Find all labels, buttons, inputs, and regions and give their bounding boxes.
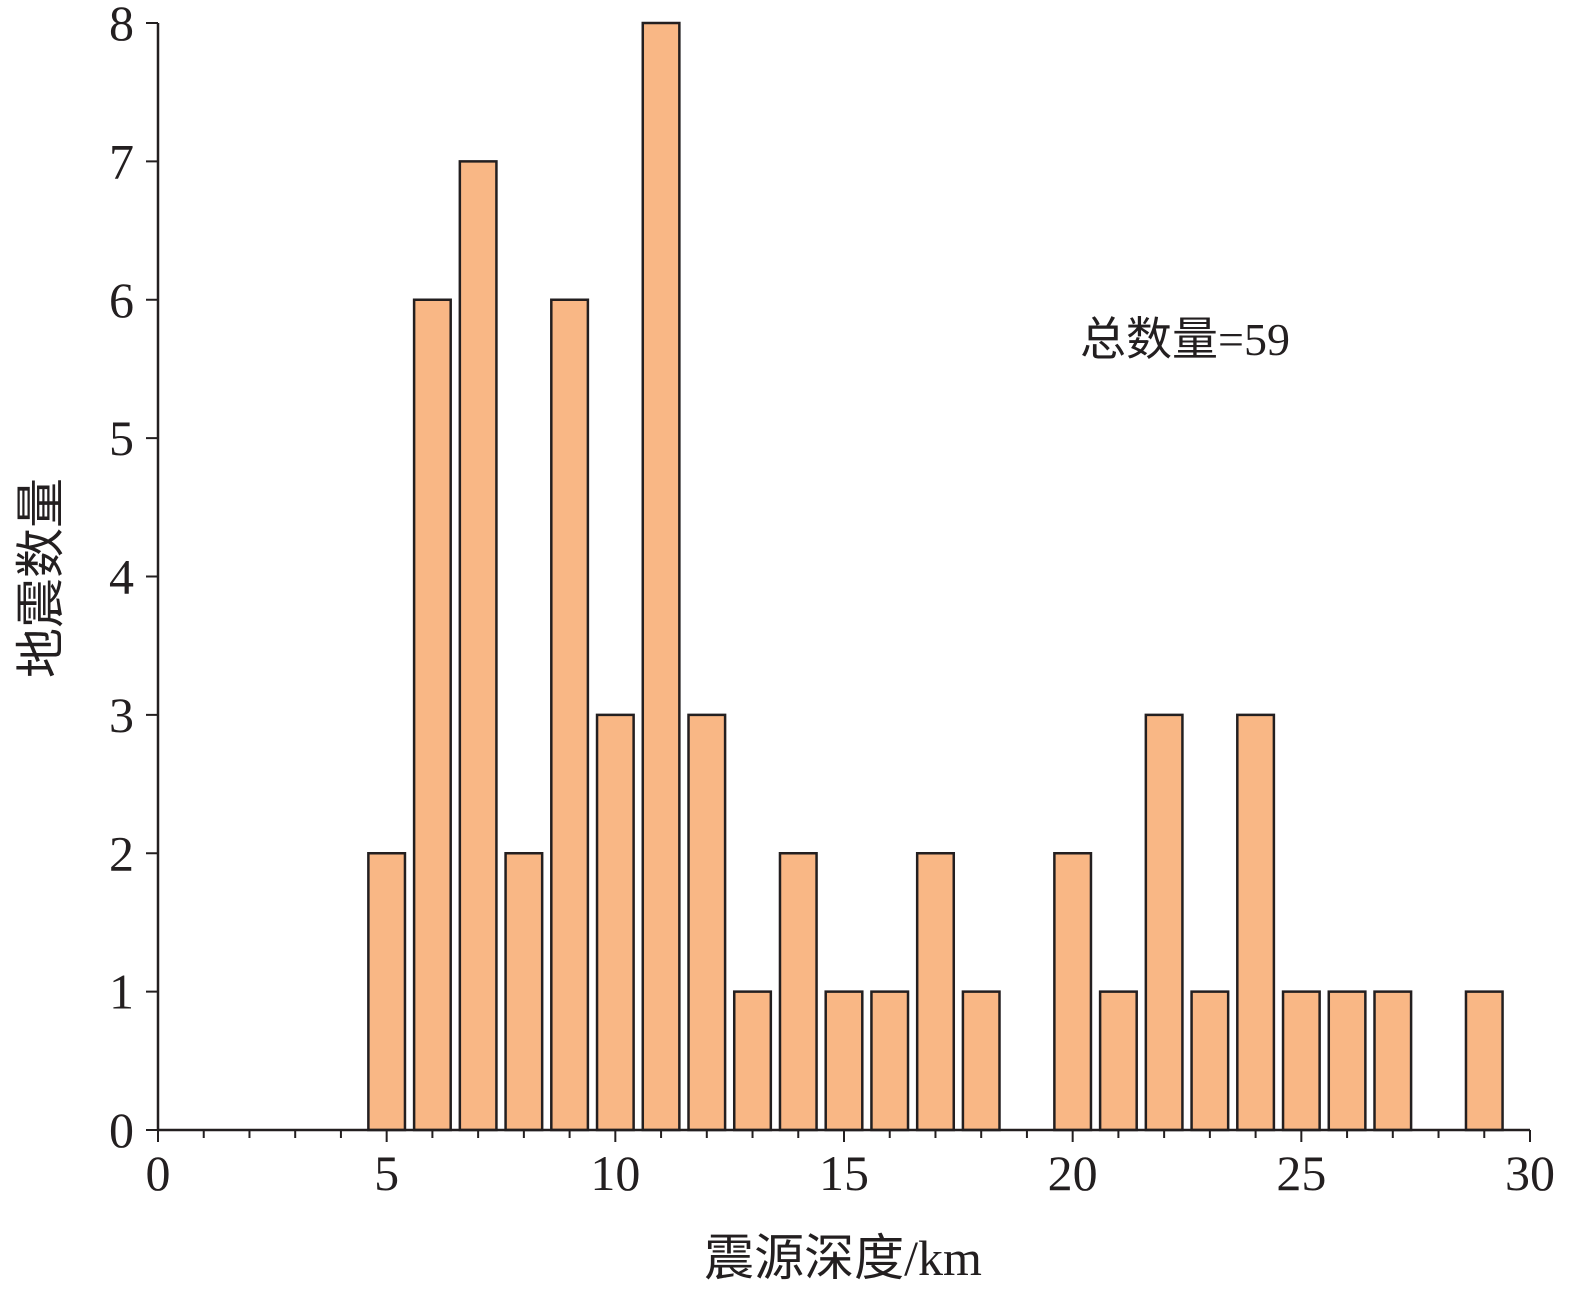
bar-depth-6 xyxy=(412,298,452,1132)
y-tick-label-0: 0 xyxy=(109,1102,134,1158)
bar-depth-29 xyxy=(1464,990,1504,1132)
bar-depth-13 xyxy=(732,990,773,1132)
y-tick-label-3: 3 xyxy=(109,687,134,743)
x-tick-label-5: 5 xyxy=(374,1145,399,1201)
y-tick-label-1: 1 xyxy=(109,964,134,1020)
x-tick-label-10: 10 xyxy=(590,1145,640,1201)
bar-depth-5 xyxy=(367,852,407,1132)
y-tick-label-5: 5 xyxy=(109,410,134,466)
bar-depth-21 xyxy=(1098,990,1138,1132)
bar-depth-26 xyxy=(1327,990,1367,1132)
bar-depth-20 xyxy=(1053,852,1093,1132)
bar-depth-9 xyxy=(550,298,590,1132)
bar-depth-8 xyxy=(504,852,544,1132)
bar-depth-27 xyxy=(1373,990,1413,1132)
bar-depth-14 xyxy=(778,852,818,1132)
bar-depth-17 xyxy=(915,852,956,1132)
bar-depth-25 xyxy=(1281,990,1321,1132)
y-tick-label-8: 8 xyxy=(109,0,134,51)
x-tick-label-25: 25 xyxy=(1276,1145,1326,1201)
bar-depth-22 xyxy=(1144,713,1184,1132)
x-tick-label-15: 15 xyxy=(819,1145,869,1201)
bar-depth-24 xyxy=(1236,713,1276,1132)
bar-depth-23 xyxy=(1190,990,1230,1132)
bar-depth-15 xyxy=(824,990,864,1132)
bar-depth-11 xyxy=(641,21,681,1132)
y-tick-label-6: 6 xyxy=(109,272,134,328)
x-tick-label-20: 20 xyxy=(1048,1145,1098,1201)
bar-depth-7 xyxy=(458,160,498,1132)
bar-depth-18 xyxy=(961,990,1001,1132)
x-tick-label-30: 30 xyxy=(1505,1145,1555,1201)
bar-depth-16 xyxy=(870,990,910,1132)
y-tick-label-4: 4 xyxy=(109,549,134,605)
bars-group xyxy=(367,21,1504,1132)
total-count-annotation: 总数量=59 xyxy=(1080,314,1290,365)
x-tick-label-0: 0 xyxy=(146,1145,171,1201)
bar-depth-10 xyxy=(595,713,635,1132)
y-tick-label-2: 2 xyxy=(109,825,134,881)
y-axis-title: 地震数量 xyxy=(13,478,69,678)
bar-depth-12 xyxy=(687,713,727,1132)
y-tick-label-7: 7 xyxy=(109,133,134,189)
axes-group: 0 5 10 15 20 25 30 0 1 2 3 4 5 6 7 8 xyxy=(109,0,1555,1201)
x-axis-title: 震源深度/km xyxy=(704,1230,982,1286)
